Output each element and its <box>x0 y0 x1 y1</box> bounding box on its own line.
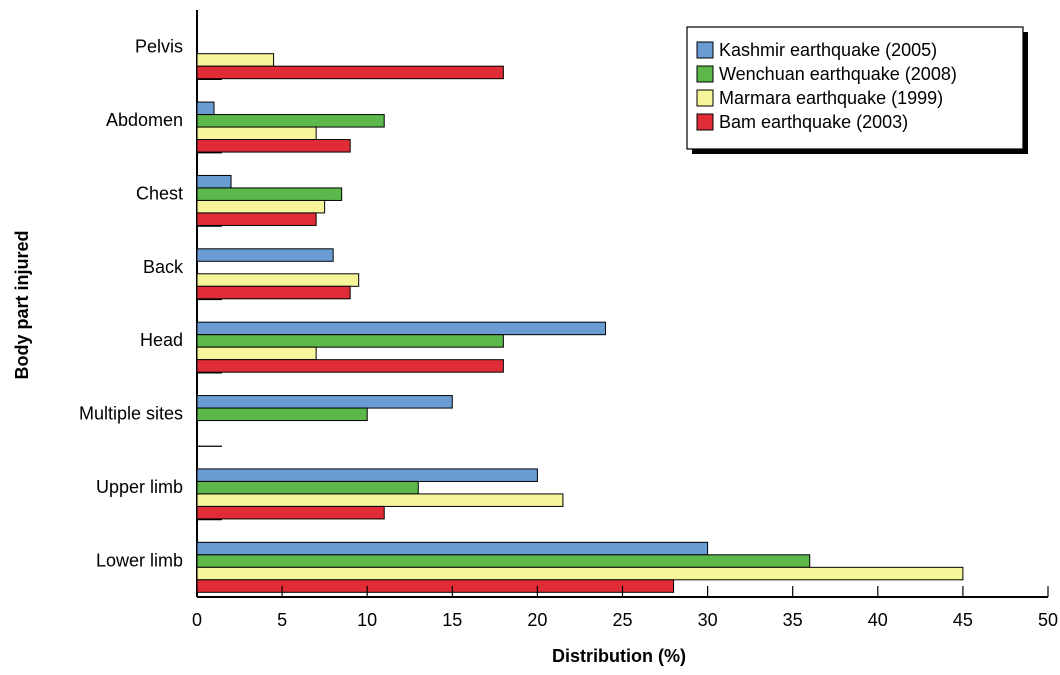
bar-head-bam <box>196 359 504 373</box>
legend-label-kashmir: Kashmir earthquake (2005) <box>719 40 937 60</box>
bar-upper-limb-marmara <box>196 493 564 507</box>
legend-label-wenchuan: Wenchuan earthquake (2008) <box>719 64 957 84</box>
legend-swatch-marmara <box>696 89 714 107</box>
x-tick-label: 0 <box>192 610 202 630</box>
x-tick-label: 50 <box>1038 610 1058 630</box>
x-tick-label: 40 <box>868 610 888 630</box>
legend-box <box>686 26 1024 150</box>
category-labels: Pelvis Abdomen Chest Back Head Multiple sites… <box>79 37 184 571</box>
x-tick-label: 15 <box>442 610 462 630</box>
bar-multiple-sites-kashmir <box>196 395 453 409</box>
category-label-pelvis: Pelvis <box>135 37 183 57</box>
legend-label-marmara: Marmara earthquake (1999) <box>719 88 943 108</box>
category-label-head: Head <box>140 330 183 350</box>
x-axis-title: Distribution (%) <box>552 646 686 666</box>
bar-chest-kashmir <box>196 174 232 189</box>
bar-head-wenchuan <box>196 334 504 348</box>
bar-multiple-sites-wenchuan <box>196 407 368 422</box>
x-tick-label: 30 <box>698 610 718 630</box>
x-ticks: 0 5 10 15 20 25 30 35 40 45 50 <box>192 586 1058 630</box>
bar-pelvis-bam <box>196 65 504 80</box>
y-axis-title: Body part injured <box>12 230 32 379</box>
bar-abdomen-bam <box>196 139 351 153</box>
x-tick-label: 45 <box>953 610 973 630</box>
bar-chest-bam <box>196 212 317 226</box>
category-label-upper-limb: Upper limb <box>96 477 183 497</box>
bar-lower-limb-kashmir <box>196 541 709 556</box>
bar-back-bam <box>196 285 351 300</box>
bar-abdomen-marmara <box>196 126 317 141</box>
bar-lower-limb-wenchuan <box>196 554 811 568</box>
legend: Kashmir earthquake (2005) Wenchuan earthq… <box>686 26 1028 154</box>
bar-upper-limb-kashmir <box>196 468 538 482</box>
bar-pelvis-marmara <box>196 53 275 67</box>
bar-upper-limb-wenchuan <box>196 480 419 495</box>
bar-abdomen-wenchuan <box>196 114 385 128</box>
bar-chest-wenchuan <box>196 187 343 201</box>
x-tick-label: 25 <box>612 610 632 630</box>
legend-swatch-bam <box>696 113 714 131</box>
legend-swatch-kashmir <box>696 41 714 59</box>
bar-abdomen-kashmir <box>196 101 215 116</box>
x-tick-label: 35 <box>783 610 803 630</box>
x-tick-label: 20 <box>527 610 547 630</box>
bar-head-marmara <box>196 346 317 361</box>
category-label-lower-limb: Lower limb <box>96 550 183 570</box>
category-label-chest: Chest <box>136 183 183 203</box>
x-tick-label: 10 <box>357 610 377 630</box>
category-label-back: Back <box>143 257 184 277</box>
category-label-multiple-sites: Multiple sites <box>79 404 183 424</box>
bar-chest-marmara <box>196 199 326 214</box>
x-tick-label: 5 <box>277 610 287 630</box>
bar-head-kashmir <box>196 321 606 336</box>
bar-back-kashmir <box>196 248 334 262</box>
bar-lower-limb-bam <box>196 579 675 593</box>
bar-lower-limb-marmara <box>196 566 964 581</box>
legend-swatch-wenchuan <box>696 65 714 83</box>
bar-upper-limb-bam <box>196 505 385 520</box>
category-label-abdomen: Abdomen <box>106 110 183 130</box>
bar-back-marmara <box>196 273 360 287</box>
bars <box>196 53 964 593</box>
legend-label-bam: Bam earthquake (2003) <box>719 112 908 132</box>
